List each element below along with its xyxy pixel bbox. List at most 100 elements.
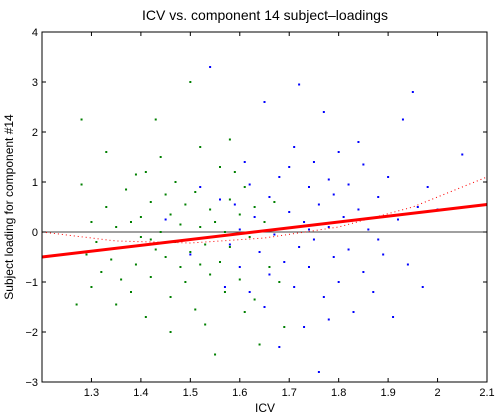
scatter-point-group-a xyxy=(139,216,142,218)
x-tick-label: 1.3 xyxy=(84,387,99,399)
scatter-point-group-b xyxy=(322,296,325,298)
regression-line xyxy=(41,203,488,259)
scatter-point-group-a xyxy=(204,323,207,326)
y-axis-label: Subject loading for component #14 xyxy=(2,114,16,300)
scatter-point-group-b xyxy=(461,153,464,156)
scatter-point-group-b xyxy=(298,83,301,86)
axes-box xyxy=(41,31,488,383)
scatter-point-group-b xyxy=(303,326,306,328)
scatter-point-group-a xyxy=(248,236,251,238)
scatter-point-group-b xyxy=(317,371,320,373)
scatter-point-group-a xyxy=(110,258,113,261)
scatter-point-group-a xyxy=(85,253,88,256)
scatter-point-group-a xyxy=(139,236,142,238)
scatter-point-group-b xyxy=(248,291,251,293)
scatter-point-group-a xyxy=(204,243,207,246)
x-tick-label: 2.1 xyxy=(479,387,494,399)
scatter-point-group-b xyxy=(278,176,281,178)
scatter-point-group-b xyxy=(308,186,310,188)
scatter-point-group-b xyxy=(362,271,365,273)
scatter-point-group-b xyxy=(426,186,429,188)
scatter-point-group-a xyxy=(238,213,241,216)
scatter-point-group-a xyxy=(214,353,217,356)
scatter-point-group-a xyxy=(80,183,83,186)
scatter-point-group-a xyxy=(233,171,236,173)
scatter-point-group-a xyxy=(90,221,93,223)
scatter-point-group-b xyxy=(337,281,340,283)
scatter-point-group-b xyxy=(377,196,380,198)
scatter-point-group-a xyxy=(105,206,108,208)
scatter-point-group-a xyxy=(253,298,256,301)
scatter-point-group-a xyxy=(228,138,231,141)
scatter-point-group-a xyxy=(164,256,167,258)
scatter-point-group-b xyxy=(273,233,276,236)
scatter-point-group-b xyxy=(199,186,202,188)
scatter-point-group-b xyxy=(332,256,335,258)
x-tick-label: 1.4 xyxy=(133,387,148,399)
scatter-point-group-a xyxy=(243,186,246,188)
scatter-point-group-b xyxy=(357,208,360,211)
scatter-point-group-a xyxy=(95,241,98,243)
scatter-point-group-a xyxy=(159,156,162,158)
scatter-point-group-b xyxy=(228,243,231,246)
chart-title: ICV vs. component 14 subject–loadings xyxy=(142,7,388,23)
scatter-point-group-b xyxy=(347,183,350,186)
scatter-point-group-b xyxy=(263,101,266,103)
scatter-point-group-b xyxy=(342,216,345,218)
x-tick-label: 1.5 xyxy=(183,387,198,399)
scatter-point-group-b xyxy=(303,221,306,223)
scatter-point-group-a xyxy=(75,303,78,306)
scatter-point-group-a xyxy=(80,118,83,121)
scatter-point-group-a xyxy=(130,221,132,223)
scatter-point-group-b xyxy=(293,146,296,148)
scatter-point-group-b xyxy=(332,193,335,196)
scatter-point-group-a xyxy=(199,226,202,228)
x-tick-label: 1.8 xyxy=(331,387,346,399)
scatter-point-group-b xyxy=(317,203,320,206)
x-tick-label: 1.7 xyxy=(282,387,297,399)
y-tick-label: 0 xyxy=(32,227,38,239)
scatter-point-group-a xyxy=(174,181,177,183)
scatter-point-group-b xyxy=(189,253,192,256)
scatter-point-group-a xyxy=(199,263,202,266)
scatter-point-group-b xyxy=(283,261,286,263)
scatter-point-group-a xyxy=(184,281,187,283)
y-tick-label: −3 xyxy=(25,377,38,389)
scatter-point-group-a xyxy=(90,286,93,288)
scatter-point-group-a xyxy=(283,326,286,328)
scatter-point-group-b xyxy=(253,216,256,218)
scatter-point-group-b xyxy=(238,266,241,268)
scatter-point-group-a xyxy=(149,238,152,241)
scatter-point-group-a xyxy=(164,193,167,196)
scatter-point-group-b xyxy=(406,263,409,266)
y-tick-label: 2 xyxy=(32,127,38,139)
scatter-point-group-b xyxy=(278,346,281,348)
scatter-point-group-b xyxy=(298,246,301,248)
scatter-point-group-a xyxy=(238,278,241,281)
scatter-point-group-a xyxy=(105,151,108,153)
x-tick-label: 1.6 xyxy=(232,387,247,399)
scatter-point-group-b xyxy=(209,66,212,68)
scatter-point-group-b xyxy=(268,196,271,198)
scatter-point-group-b xyxy=(223,286,226,288)
scatter-point-group-a xyxy=(184,203,187,206)
y-tick-label: 4 xyxy=(32,27,38,39)
scatter-point-group-b xyxy=(322,111,325,113)
scatter-point-group-a xyxy=(223,231,226,233)
scatter-point-group-b xyxy=(352,311,355,313)
scatter-point-group-b xyxy=(327,226,330,228)
scatter-point-group-b xyxy=(248,183,251,186)
scatter-point-group-a xyxy=(169,296,172,298)
scatter-point-group-a xyxy=(258,343,261,346)
scatter-point-group-b xyxy=(362,163,365,166)
scatter-point-group-a xyxy=(219,166,221,168)
scatter-point-group-a xyxy=(199,146,202,148)
scatter-point-group-b xyxy=(263,306,266,308)
scatter-point-group-a xyxy=(214,221,217,223)
scatter-point-group-b xyxy=(372,291,375,293)
scatter-point-group-b xyxy=(387,176,390,178)
scatter-point-group-a xyxy=(149,201,152,203)
scatter-point-group-a xyxy=(100,271,103,273)
